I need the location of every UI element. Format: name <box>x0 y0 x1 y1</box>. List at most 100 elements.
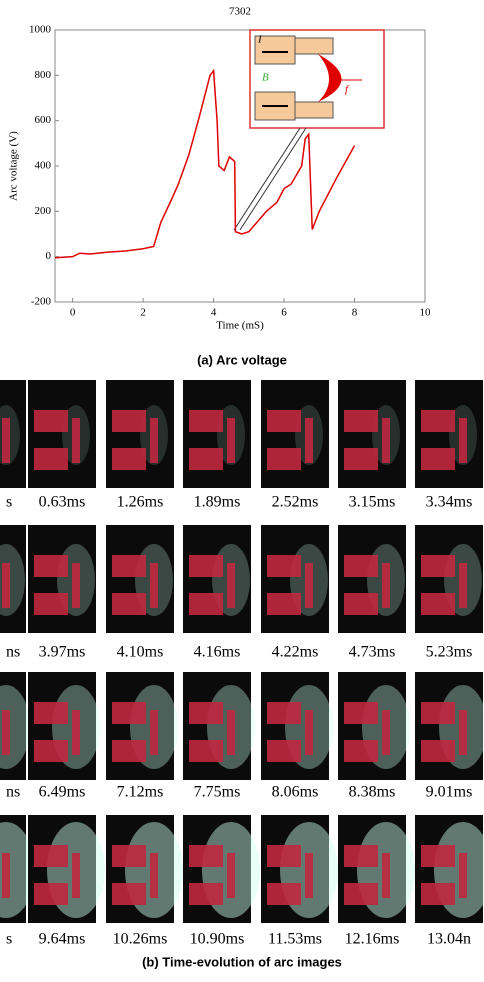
image-label: 8.38ms <box>349 784 396 801</box>
electrode <box>112 845 146 867</box>
image-label: 4.16ms <box>194 644 241 661</box>
electrode <box>189 593 223 615</box>
electrode <box>421 555 455 577</box>
electrode-bar <box>305 563 313 608</box>
electrode <box>189 448 223 470</box>
electrode <box>267 410 301 432</box>
image-label: 13.04n <box>427 931 471 948</box>
x-tick-label: 0 <box>70 307 76 319</box>
electrode-bar <box>150 418 158 463</box>
image-label: 10.90ms <box>190 931 245 948</box>
image-label: 4.73ms <box>349 644 396 661</box>
electrode-bar <box>72 710 80 755</box>
x-tick-label: 10 <box>420 307 432 319</box>
y-tick-label: 200 <box>35 205 52 217</box>
electrode <box>34 883 68 905</box>
electrode <box>421 702 455 724</box>
electrode-bar <box>382 710 390 755</box>
electrode <box>421 740 455 762</box>
y-tick-label: 600 <box>35 114 52 126</box>
electrode-bar <box>459 710 467 755</box>
image-label: 9.01ms <box>426 784 473 801</box>
electrode <box>112 883 146 905</box>
electrode <box>267 593 301 615</box>
electrode <box>189 555 223 577</box>
electrode <box>189 883 223 905</box>
x-axis-label: Time (mS) <box>216 320 264 332</box>
electrode <box>34 593 68 615</box>
image-label: 8.06ms <box>272 784 319 801</box>
y-tick-label: -200 <box>31 296 52 308</box>
inset-label: B <box>262 72 269 84</box>
electrode <box>112 448 146 470</box>
electrode <box>267 555 301 577</box>
image-label: 4.10ms <box>117 644 164 661</box>
pointer-arrow <box>240 128 306 230</box>
x-tick-label: 4 <box>211 307 217 319</box>
electrode-bar <box>227 563 235 608</box>
electrode <box>112 740 146 762</box>
electrode-bar <box>150 563 158 608</box>
inset-diagram: I B f <box>250 30 384 128</box>
electrode-bar <box>382 853 390 898</box>
image-label: 3.97ms <box>39 644 86 661</box>
electrode <box>34 845 68 867</box>
image-label: 5.23ms <box>426 644 473 661</box>
electrode-bar <box>227 418 235 463</box>
electrode <box>34 410 68 432</box>
electrode <box>112 702 146 724</box>
electrode-bar <box>382 563 390 608</box>
electrode-bar <box>72 418 80 463</box>
image-label: 3.15ms <box>349 494 396 511</box>
image-label: 6.49ms <box>39 784 86 801</box>
image-label: s <box>6 931 12 948</box>
y-tick-label: 400 <box>35 160 52 172</box>
electrode-bar <box>2 563 10 608</box>
image-label: 11.53ms <box>268 931 322 948</box>
electrode <box>189 845 223 867</box>
caption: (a) Arc voltage <box>197 352 287 367</box>
electrode-bar <box>2 418 10 463</box>
electrode-bar <box>2 853 10 898</box>
chart-title: 7302 <box>229 6 251 18</box>
electrode-bar <box>150 853 158 898</box>
electrode <box>189 740 223 762</box>
image-label: 0.63ms <box>39 494 86 511</box>
y-tick-label: 800 <box>35 69 52 81</box>
image-label: s <box>6 494 12 511</box>
image-label: 2.52ms <box>272 494 319 511</box>
image-label: 4.22ms <box>272 644 319 661</box>
x-tick-label: 2 <box>140 307 146 319</box>
image-label: 9.64ms <box>39 931 86 948</box>
electrode <box>344 845 378 867</box>
electrode <box>112 410 146 432</box>
y-axis-label: Arc voltage (V) <box>8 131 20 201</box>
electrode <box>344 410 378 432</box>
electrode-bar <box>2 710 10 755</box>
electrode <box>34 555 68 577</box>
electrode <box>267 883 301 905</box>
electrode <box>344 593 378 615</box>
image-label: ns <box>6 644 20 661</box>
image-label: 12.16ms <box>345 931 400 948</box>
image-label: 7.12ms <box>117 784 164 801</box>
electrode-bar <box>150 710 158 755</box>
image-label: 1.89ms <box>194 494 241 511</box>
image-label: 7.75ms <box>194 784 241 801</box>
electrode <box>112 593 146 615</box>
electrode <box>344 702 378 724</box>
caption: (b) Time-evolution of arc images <box>142 954 342 969</box>
electrode <box>421 593 455 615</box>
electrode <box>34 702 68 724</box>
electrode <box>421 883 455 905</box>
electrode-bar <box>459 418 467 463</box>
electrode-bar <box>72 853 80 898</box>
electrode-bar <box>72 563 80 608</box>
y-tick-label: 1000 <box>29 24 52 36</box>
electrode-bar <box>305 710 313 755</box>
electrode-bar <box>459 853 467 898</box>
image-label: 10.26ms <box>113 931 168 948</box>
image-label: 3.34ms <box>426 494 473 511</box>
electrode <box>344 448 378 470</box>
electrode <box>421 845 455 867</box>
